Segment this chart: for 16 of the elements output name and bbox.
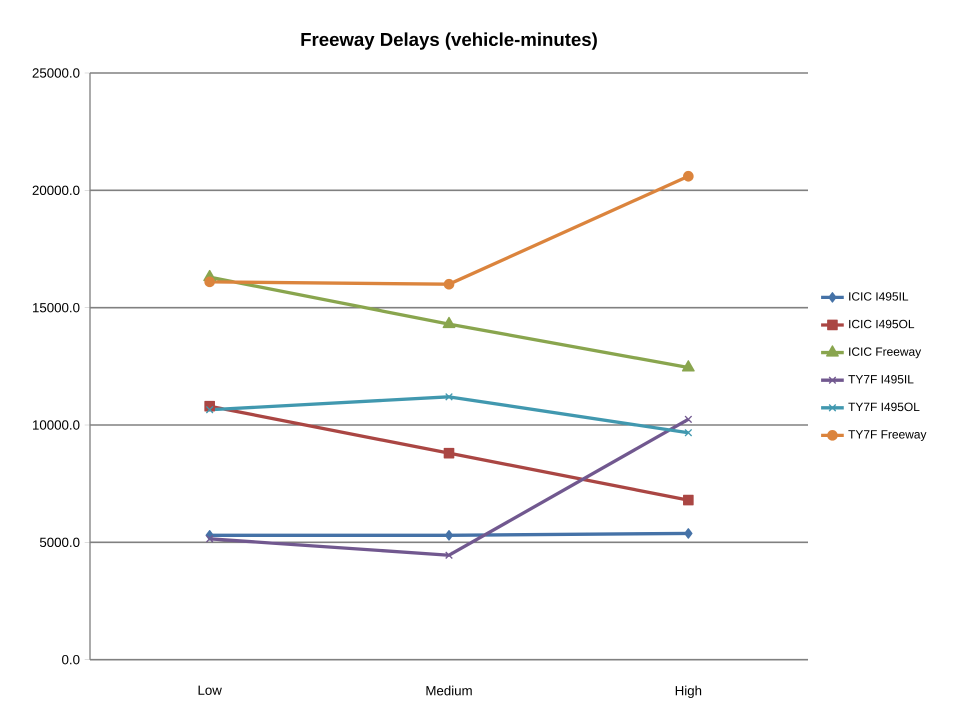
legend-label: ICIC Freeway bbox=[849, 347, 922, 358]
legend-label: TY7F Freeway bbox=[848, 430, 926, 441]
x-tick-label: Low bbox=[198, 686, 222, 695]
legend-label: ICIC I495OL bbox=[849, 320, 914, 328]
x-tick-label: Medium bbox=[426, 686, 472, 696]
y-tick-label: 0.0 bbox=[62, 654, 80, 664]
legend-label: TY7F I495OL bbox=[848, 402, 920, 412]
y-tick-label: 15000.0 bbox=[32, 302, 80, 312]
y-tick-label: 25000.0 bbox=[32, 68, 80, 78]
legend-label: ICIC I495IL bbox=[849, 292, 908, 301]
y-tick-label: 5000.0 bbox=[40, 538, 80, 548]
legend-label: TY7F I495IL bbox=[848, 375, 914, 384]
y-tick-label: 10000.0 bbox=[32, 420, 80, 430]
y-tick-label: 20000.0 bbox=[32, 186, 80, 196]
x-tick-label: High bbox=[676, 686, 702, 698]
chart-title: Freeway Delays (vehicle-minutes) bbox=[301, 32, 597, 50]
